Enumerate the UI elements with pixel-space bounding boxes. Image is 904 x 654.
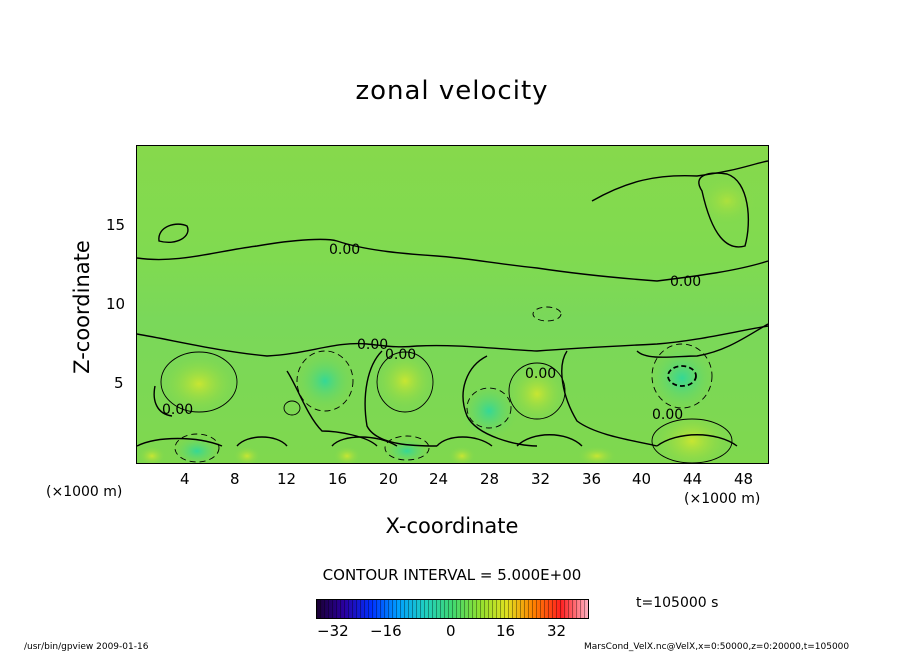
x-tick-label: 48	[734, 470, 754, 488]
x-tick-label: 12	[277, 470, 297, 488]
negative-contours	[174, 306, 713, 463]
colorbar-tick: −32	[317, 622, 349, 640]
chart-title: zonal velocity	[355, 76, 549, 106]
x-tick-label: 28	[480, 470, 500, 488]
x-tick-label: 36	[582, 470, 602, 488]
colorbar-tick: 16	[496, 622, 516, 640]
contour-svg: 0.00 0.00 0.00 0.00 0.00 0.00 0.00	[137, 146, 768, 463]
x-tick-label: 16	[328, 470, 348, 488]
y-tick-label: 10	[106, 295, 126, 313]
contour-interval: CONTOUR INTERVAL = 5.000E+00	[322, 566, 582, 584]
x-tick-label: 32	[531, 470, 551, 488]
strong-negative-contours	[667, 365, 697, 387]
contour-label: 0.00	[162, 402, 193, 418]
x-axis-label: X-coordinate	[385, 514, 519, 538]
zero-contours	[137, 160, 768, 447]
x-axis-unit: (×1000 m)	[684, 491, 761, 507]
footer-program-date: /usr/bin/gpview 2009-01-16	[24, 642, 149, 652]
footer-source: MarsCond_VelX.nc@VelX,x=0:50000,z=0:2000…	[584, 642, 850, 652]
contour-label: 0.00	[525, 366, 556, 382]
contour-labels: 0.00 0.00 0.00 0.00 0.00 0.00 0.00	[162, 242, 701, 423]
contour-label: 0.00	[357, 337, 388, 353]
y-tick-label: 5	[114, 374, 124, 392]
y-tick-label: 15	[106, 216, 126, 234]
colorbar-svg	[317, 600, 588, 618]
x-tick-label: 24	[429, 470, 449, 488]
colorbar	[316, 599, 589, 619]
x-tick-label: 44	[683, 470, 703, 488]
x-tick-label: 4	[180, 470, 190, 488]
x-tick-label: 8	[230, 470, 240, 488]
colorbar-tick: 32	[547, 622, 567, 640]
time-stamp: t=105000 s	[636, 595, 719, 611]
x-tick-label: 20	[379, 470, 399, 488]
contour-label: 0.00	[670, 274, 701, 290]
thin-contours	[160, 351, 733, 463]
contour-label: 0.00	[652, 407, 683, 423]
y-axis-unit: (×1000 m)	[46, 484, 123, 500]
colorbar-tick: −16	[370, 622, 402, 640]
contour-label: 0.00	[385, 347, 416, 363]
contour-plot-area: 0.00 0.00 0.00 0.00 0.00 0.00 0.00	[136, 145, 769, 464]
x-tick-label: 40	[632, 470, 652, 488]
color-blobs	[138, 176, 757, 463]
y-axis-label: Z-coordinate	[70, 240, 94, 374]
colorbar-tick: 0	[446, 622, 456, 640]
contour-label: 0.00	[329, 242, 360, 258]
background-field	[137, 146, 768, 463]
